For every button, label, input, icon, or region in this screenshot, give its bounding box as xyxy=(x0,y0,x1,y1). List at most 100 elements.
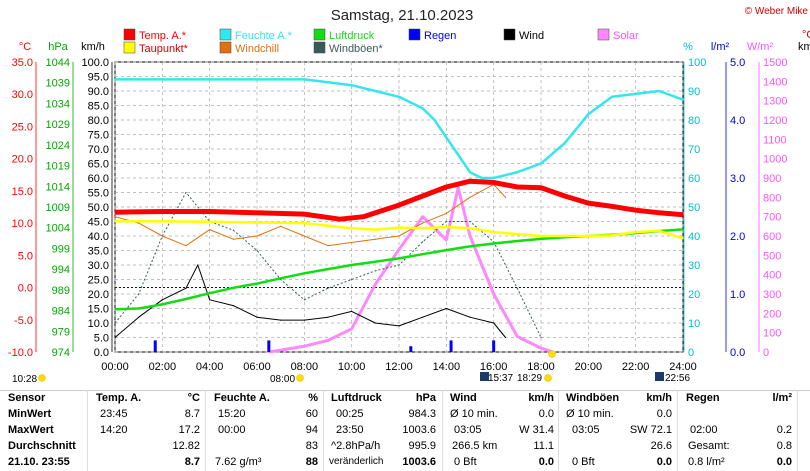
row-max-hum-time: 00:00 xyxy=(218,424,246,436)
data-point xyxy=(374,90,376,92)
sunrise-sun-icon xyxy=(296,374,304,382)
data-point xyxy=(611,205,613,207)
solar-tick: 1000 xyxy=(763,154,787,166)
row-min-temp-value: 8.7 xyxy=(184,408,200,420)
data-point xyxy=(635,231,637,233)
hum-tick: 100 xyxy=(688,57,706,69)
data-point xyxy=(280,225,282,227)
data-point xyxy=(256,78,258,80)
data-point xyxy=(256,235,258,237)
row-avg-hum-value: 83 xyxy=(305,440,318,452)
hum-tick: 20 xyxy=(688,289,700,301)
data-point xyxy=(161,210,163,213)
press-tick: 1004 xyxy=(46,223,70,235)
row-min-hum-time: 15:20 xyxy=(218,408,246,420)
data-point xyxy=(516,240,518,242)
row-max-label: MaxWert xyxy=(8,424,54,436)
data-point xyxy=(114,322,116,324)
solar-tick: 1200 xyxy=(763,115,787,127)
data-point xyxy=(504,196,507,198)
data-point xyxy=(540,336,542,339)
data-point xyxy=(374,261,376,263)
data-point xyxy=(564,235,566,237)
row-min-gust-label: Ø 10 min. xyxy=(566,408,614,420)
press-tick: 1029 xyxy=(46,119,70,131)
data-point xyxy=(398,227,400,229)
data-point xyxy=(682,228,684,230)
data-point xyxy=(114,336,116,339)
temp-tick: 0.0 xyxy=(18,283,33,295)
data-point xyxy=(611,96,613,98)
row-min-press-time: 00:25 xyxy=(336,408,364,420)
data-point xyxy=(469,227,471,229)
table-header-temp-unit: °C xyxy=(187,392,200,404)
data-point xyxy=(280,319,282,321)
data-point xyxy=(398,248,400,251)
copyright-label: © Weber Mike xyxy=(745,6,809,17)
weather-chart: 35.0 30.0 25.0 20.0 15.0 10.0 5.0 0.0 -5.0 -10.0 °… xyxy=(8,6,810,385)
row-avg-rain-value: 0.8 xyxy=(776,440,792,452)
data-point xyxy=(138,222,140,224)
data-point xyxy=(469,171,471,173)
press-tick: 1039 xyxy=(46,78,70,90)
time-tick: 00:00 xyxy=(101,361,129,373)
data-point xyxy=(114,78,116,80)
press-tick: 984 xyxy=(52,306,70,318)
time-tick: 18:00 xyxy=(527,361,555,373)
data-point xyxy=(516,171,518,173)
legend-swatch xyxy=(123,41,136,54)
data-point xyxy=(481,264,483,266)
hum-tick: 60 xyxy=(688,173,700,185)
data-point xyxy=(327,81,329,83)
data-point xyxy=(232,305,234,307)
data-point xyxy=(493,181,495,184)
data-point xyxy=(469,220,471,223)
press-tick: 974 xyxy=(52,347,70,359)
data-point xyxy=(161,220,163,222)
legend-label: Taupunkt* xyxy=(139,43,189,55)
data-point xyxy=(303,78,305,80)
sunset-icon xyxy=(544,374,552,382)
row-max-press-value: 1003.6 xyxy=(402,424,436,436)
data-point xyxy=(256,212,258,214)
row-avg-gust-value: 26.6 xyxy=(650,440,672,452)
press-tick: 1019 xyxy=(46,161,70,173)
data-point xyxy=(398,235,400,237)
data-point xyxy=(303,213,305,215)
data-point xyxy=(445,212,447,215)
chart-axes: 35.0 30.0 25.0 20.0 15.0 10.0 5.0 0.0 -5.0 -10.0 °… xyxy=(8,29,810,382)
sunrise-time: 08:00 xyxy=(270,374,295,385)
data-point xyxy=(493,242,495,245)
rain-tick: 1.0 xyxy=(730,289,745,301)
data-point xyxy=(185,298,187,300)
data-point xyxy=(339,218,341,220)
wind-tick: 70.0 xyxy=(88,144,109,156)
temp-unit: °C xyxy=(19,41,31,53)
data-point xyxy=(658,230,660,232)
wind-tick: 55.0 xyxy=(88,188,109,200)
wind-tick: 95.0 xyxy=(88,72,109,84)
row-min-press-value: 984.3 xyxy=(408,408,436,420)
wind-tick: 5.0 xyxy=(94,333,109,345)
legend-swatch xyxy=(597,28,610,41)
solar-tick: 300 xyxy=(763,289,781,301)
solar-tick: 1300 xyxy=(763,96,787,108)
data-point xyxy=(493,293,495,295)
chart-title: Samstag, 21.10.2023 xyxy=(331,7,474,24)
solar-tick: 1500 xyxy=(763,57,787,69)
table-header-press-unit: hPa xyxy=(415,392,436,404)
legend-label: Windböen* xyxy=(329,43,384,55)
row-max-rain-time: 02:00 xyxy=(690,424,718,436)
legend-swatch xyxy=(313,41,326,54)
press-tick: 1024 xyxy=(46,140,70,152)
wind-tick: 45.0 xyxy=(88,217,109,229)
data-point xyxy=(422,107,424,109)
row-current-gust-value: 0.0 xyxy=(656,456,672,468)
series-windchill-line xyxy=(114,183,506,247)
data-point xyxy=(197,264,199,266)
data-point xyxy=(469,196,471,198)
series-taupunkt-line xyxy=(115,219,684,240)
wind-tick: 100.0 xyxy=(81,57,109,69)
row-min-label: MinWert xyxy=(8,408,52,420)
legend-label: Temp. A.* xyxy=(139,30,187,42)
